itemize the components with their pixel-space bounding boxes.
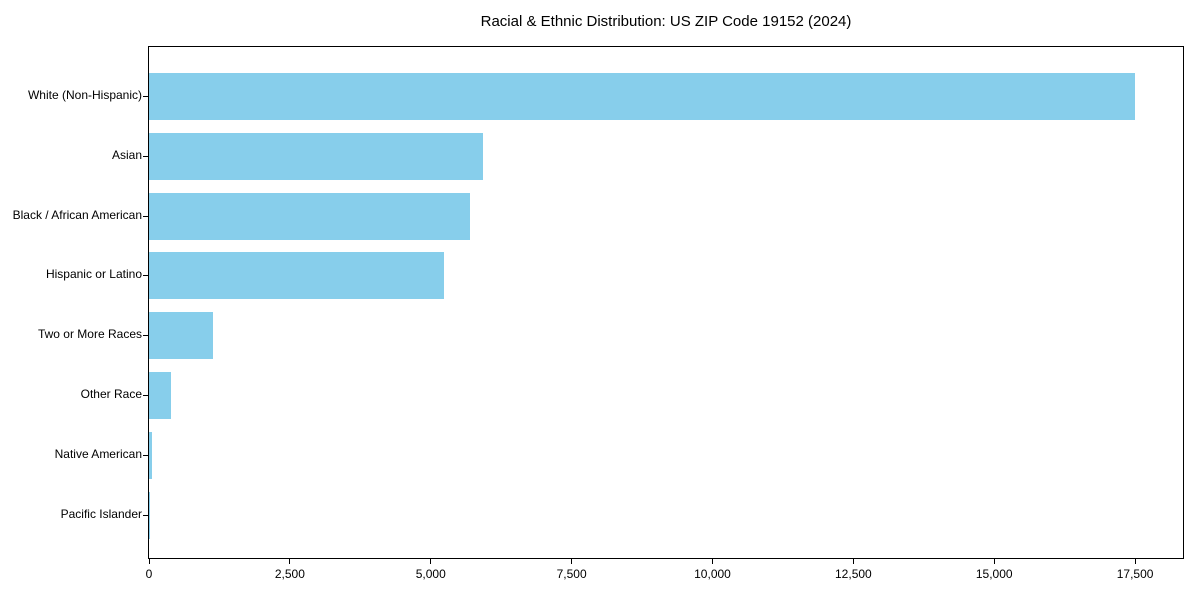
y-tick-mark: [143, 335, 148, 337]
x-tick-mark: [289, 559, 291, 564]
x-tick-mark: [852, 559, 854, 564]
bar-pacific-islander: [149, 491, 150, 539]
bar-hispanic-or-latino: [149, 252, 444, 300]
y-axis-label-asian: Asian: [111, 147, 142, 162]
y-tick-mark: [143, 155, 148, 157]
x-axis-label-7-500: 7,500: [556, 567, 587, 581]
chart-title: Racial & Ethnic Distribution: US ZIP Cod…: [480, 13, 852, 30]
y-axis-label-black-african-american: Black / African American: [12, 207, 142, 222]
x-axis-label-17-500: 17,500: [1116, 567, 1154, 581]
bar-white-non-hispanic: [149, 73, 1135, 120]
y-tick-mark: [143, 275, 148, 277]
y-axis: White (Non-Hispanic) Asian Black / African…: [0, 0, 142, 600]
y-tick-mark: [143, 395, 148, 397]
x-tick-mark: [1134, 559, 1136, 564]
x-axis-label-15-000: 15,000: [975, 567, 1013, 581]
y-tick-mark: [143, 96, 148, 97]
x-axis-label-12-500: 12,500: [835, 567, 872, 581]
x-axis-label-0: 0: [145, 567, 153, 581]
y-axis-label-other-race: Other Race: [80, 387, 142, 402]
y-tick-mark: [143, 514, 148, 516]
plot-area: [143, 46, 1184, 564]
x-axis-label-2-500: 2,500: [274, 567, 305, 581]
y-axis-label-two-or-more-races: Two or More Races: [37, 327, 142, 342]
x-tick-mark: [711, 559, 713, 564]
bar-native-american: [149, 431, 153, 479]
bar-asian: [149, 132, 483, 180]
x-tick-mark: [430, 559, 432, 564]
y-tick-mark: [143, 454, 148, 456]
y-axis-label-white-non-hispanic: White (Non-Hispanic): [27, 88, 142, 102]
y-axis-label-native-american: Native American: [54, 446, 142, 461]
bar-other-race: [149, 372, 171, 420]
y-tick-mark: [143, 215, 148, 217]
x-tick-mark: [993, 559, 995, 564]
x-axis-label-10-000: 10,000: [694, 567, 731, 581]
bar-two-or-more-races: [149, 312, 213, 360]
y-axis-label-pacific-islander: Pacific Islander: [60, 506, 142, 521]
x-tick-mark: [571, 559, 573, 564]
y-axis-label-hispanic-or-latino: Hispanic or Latino: [45, 267, 142, 282]
x-axis-label-5-000: 5,000: [415, 567, 446, 581]
x-tick-mark: [148, 559, 150, 564]
bar-black-african-american: [149, 192, 470, 240]
